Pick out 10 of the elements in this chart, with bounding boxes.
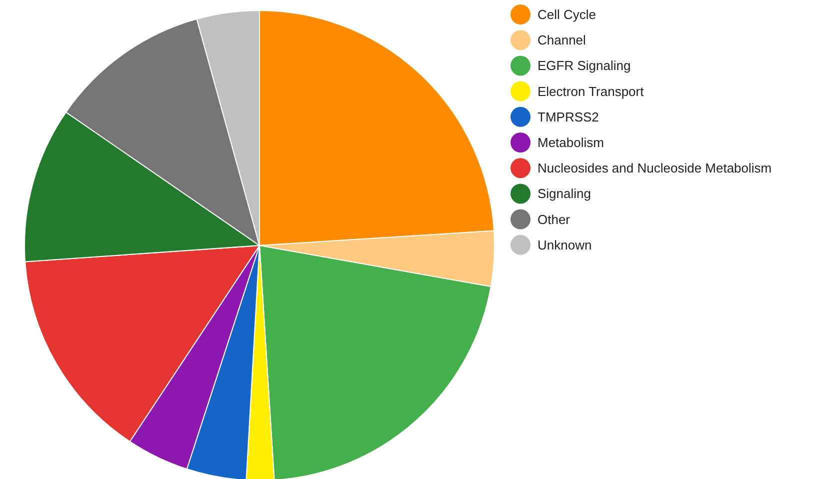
legend-label: Electron Transport bbox=[538, 84, 644, 99]
legend-label: EGFR Signaling bbox=[538, 58, 631, 74]
legend-label: TMPRSS2 bbox=[538, 109, 599, 124]
legend-label: Cell Cycle bbox=[538, 7, 596, 22]
legend-label: Unknown bbox=[538, 237, 592, 252]
legend-label: Channel bbox=[538, 32, 586, 48]
legend-label: Metabolism bbox=[538, 135, 604, 150]
legend-label: Signaling bbox=[538, 186, 591, 202]
legend-label: Other bbox=[538, 212, 571, 227]
legend-label: Nucleosides and Nucleoside Metabolism bbox=[538, 160, 772, 176]
